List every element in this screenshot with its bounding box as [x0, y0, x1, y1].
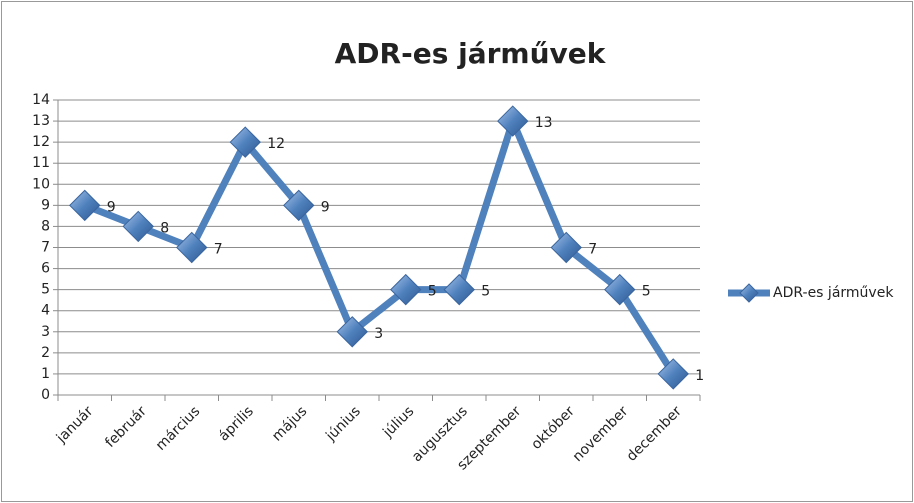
data-label: 7 [588, 242, 597, 258]
marker [497, 105, 529, 137]
y-tick-label: 8 [41, 218, 50, 234]
data-label: 1 [695, 368, 704, 384]
marker [122, 210, 154, 243]
y-tick-label: 7 [41, 240, 50, 256]
y-tick-label: 4 [41, 303, 50, 319]
marker [229, 126, 261, 158]
marker [176, 231, 208, 264]
data-label: 5 [642, 284, 651, 300]
marker [443, 273, 475, 306]
y-tick-label: 9 [41, 197, 50, 213]
y-tick-label: 2 [41, 345, 50, 361]
data-label: 3 [374, 326, 383, 342]
data-label: 8 [160, 220, 169, 236]
y-tick-label: 12 [32, 134, 50, 150]
marker [69, 189, 101, 222]
data-label: 13 [535, 115, 553, 131]
data-label: 7 [214, 242, 223, 258]
marker [657, 358, 689, 390]
legend-marker [739, 283, 759, 303]
y-tick-label: 6 [41, 261, 50, 277]
chart-title: ADR-es járművek [335, 37, 607, 70]
y-tick-label: 11 [32, 155, 50, 171]
y-tick-label: 1 [41, 366, 50, 382]
data-label: 12 [267, 136, 285, 152]
y-tick-label: 0 [41, 387, 50, 403]
marker [604, 273, 636, 306]
marker [550, 231, 582, 264]
marker [336, 316, 368, 348]
y-tick-label: 10 [32, 176, 50, 192]
data-label: 5 [428, 284, 437, 300]
legend-label: ADR-es járművek [773, 285, 894, 301]
data-label: 9 [107, 199, 116, 215]
marker [283, 189, 315, 222]
data-label: 5 [481, 284, 490, 300]
marker [390, 273, 422, 306]
y-tick-label: 3 [41, 324, 50, 340]
data-label: 9 [321, 199, 330, 215]
y-tick-label: 14 [32, 92, 50, 108]
y-tick-label: 13 [32, 113, 50, 129]
y-tick-label: 5 [41, 282, 50, 298]
